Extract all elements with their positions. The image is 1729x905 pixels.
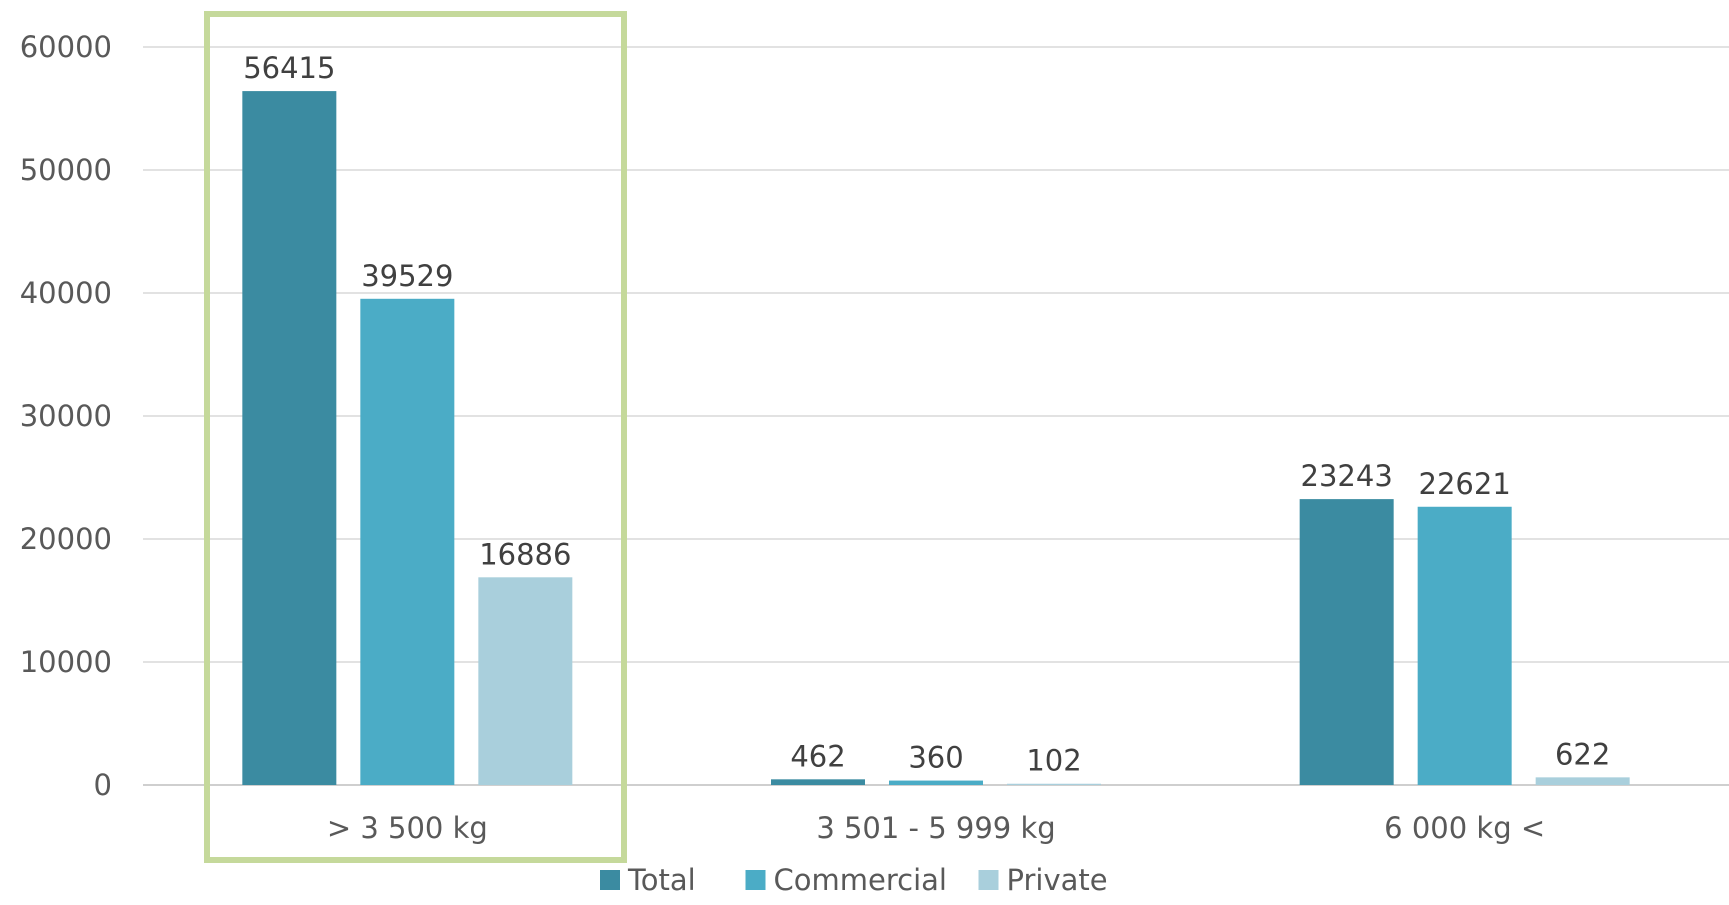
legend-label-commercial: Commercial — [774, 863, 947, 897]
x-axis-categories: > 3 500 kg 3 501 - 5 999 kg 6 000 kg < — [327, 811, 1545, 845]
bars — [242, 91, 1630, 785]
x-category-label: 6 000 kg < — [1384, 811, 1545, 845]
bar-private-0 — [478, 577, 573, 785]
y-tick-label: 60000 — [20, 30, 112, 64]
y-axis-ticks: 0 10000 20000 30000 40000 50000 60000 — [20, 30, 112, 802]
data-label: 56415 — [243, 51, 335, 85]
data-label: 622 — [1555, 737, 1610, 771]
legend-swatch-commercial — [745, 870, 766, 890]
legend-swatch-private — [978, 870, 999, 890]
y-tick-label: 40000 — [20, 276, 112, 310]
data-label: 23243 — [1301, 459, 1393, 493]
y-tick-label: 10000 — [20, 645, 112, 679]
y-tick-label: 50000 — [20, 153, 112, 187]
bar-commercial-0 — [360, 298, 455, 785]
data-label: 16886 — [479, 537, 571, 571]
highlight-box — [204, 11, 627, 863]
bar-total-0 — [242, 91, 337, 785]
data-label: 360 — [908, 741, 963, 775]
y-tick-label: 30000 — [20, 399, 112, 433]
highlight-box-group — [204, 11, 627, 863]
legend: Total Commercial Private — [600, 863, 1108, 897]
data-label: 22621 — [1419, 467, 1511, 501]
x-category-label: 3 501 - 5 999 kg — [816, 811, 1055, 845]
bar-private-1 — [1007, 783, 1101, 785]
bar-private-2 — [1535, 777, 1630, 785]
legend-label-private: Private — [1007, 863, 1108, 897]
legend-label-total: Total — [627, 863, 696, 897]
bar-commercial-2 — [1417, 506, 1512, 785]
legend-swatch-total — [600, 870, 620, 890]
data-label: 462 — [790, 739, 845, 773]
data-label: 102 — [1026, 744, 1081, 778]
bar-commercial-1 — [889, 780, 983, 785]
y-tick-label: 0 — [94, 768, 112, 802]
bar-total-1 — [771, 779, 865, 785]
bar-total-2 — [1299, 499, 1394, 785]
y-tick-label: 20000 — [20, 522, 112, 556]
x-category-label: > 3 500 kg — [327, 811, 488, 845]
data-label: 39529 — [361, 259, 453, 293]
data-labels: 56415 39529 16886 462 360 102 23243 22621 622 — [243, 51, 1610, 778]
